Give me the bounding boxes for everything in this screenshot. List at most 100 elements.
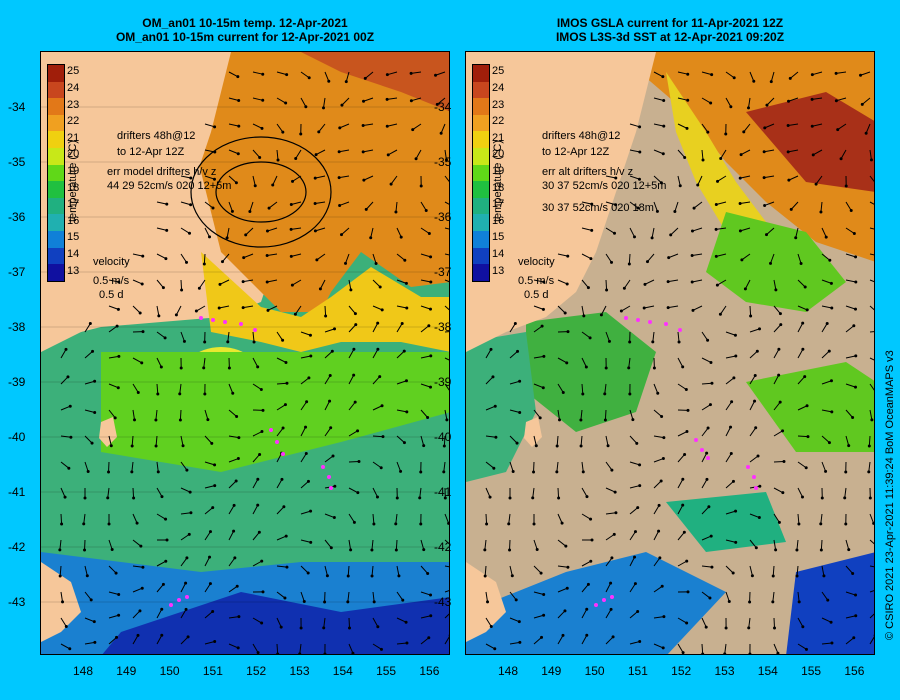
current-vector [653,505,660,515]
current-vector-head [306,571,310,575]
current-vector [605,582,612,593]
current-vector [605,227,615,234]
current-vector [869,613,874,619]
current-vector [444,636,449,645]
current-vector-head [138,311,142,315]
current-vector-head [794,236,798,240]
current-vector [252,643,259,653]
y-tick-label: -41 [434,485,452,499]
current-vector [749,375,756,385]
current-vector-head [538,416,542,420]
current-vector-head [113,416,117,420]
current-vector-head [106,496,110,500]
current-vector [243,305,254,309]
current-vector-head [508,548,512,552]
current-vector [773,305,781,314]
current-vector [869,636,874,645]
current-vector [692,279,703,283]
current-vector-head [607,339,611,343]
right-current-vectors [483,71,874,654]
current-vector [300,71,310,79]
x-tick-label: 149 [541,664,562,678]
left-map-panel[interactable]: 25 24 23 22 21 20 19 18 17 16 15 14 13 temperature (… [40,51,450,655]
current-vector-head [353,312,357,316]
current-vector-head [636,206,640,210]
current-vector [315,201,326,204]
current-vector [339,123,350,129]
current-vector [267,227,278,232]
current-vector-head [763,203,767,207]
colorbar-swatch [473,131,489,149]
current-vector-head [715,283,719,287]
current-vector [725,97,732,107]
current-vector-head [256,477,260,481]
current-vector [324,350,333,359]
current-vector [84,617,95,623]
current-vector [748,97,751,108]
current-vector [845,565,854,574]
current-vector-head [758,327,762,331]
current-vector [533,435,537,446]
current-vector-head [752,79,756,83]
current-vector-head [660,414,664,418]
current-vector [132,635,139,645]
current-vector [653,435,664,439]
current-vector [845,253,856,258]
current-vector [204,201,214,209]
current-vector [348,513,355,523]
current-vector [701,404,711,411]
current-vector-head [139,544,143,548]
current-vector-head [773,626,777,630]
current-vector-head [185,260,189,264]
current-vector-head [589,559,593,563]
current-vector [300,355,311,359]
current-vector-head [810,73,814,77]
left-map-title: OM_an01 10-15m temp. 12-Apr-2021 OM_an01… [40,16,450,44]
current-vector-head [235,414,239,418]
colorbar-swatch [48,81,64,99]
current-vector-head [810,97,814,101]
current-vector-head [585,495,589,499]
current-vector [869,305,874,311]
current-vector-head [797,600,801,604]
current-vector [629,201,639,209]
current-vector [252,149,261,158]
current-vector-head [165,228,169,232]
current-vector [533,383,544,389]
current-vector-head [298,652,302,654]
current-vector [323,97,326,108]
current-vector-head [532,470,536,474]
current-vector-head [429,255,433,259]
current-vector [345,71,350,82]
current-vector-head [225,236,229,240]
current-vector-head [218,282,222,286]
right-map-title: IMOS GSLA current for 11-Apr-2021 12Z IM… [465,16,875,44]
current-vector [557,305,566,314]
current-vector-head [203,392,207,396]
current-vector-head [747,626,751,630]
current-vector [84,323,91,333]
right-map-panel[interactable]: 25 24 23 22 21 20 19 18 17 16 15 14 13 temperature (… [465,51,875,655]
current-vector [180,435,184,446]
current-vector [581,584,589,593]
current-vector-head [237,124,241,128]
current-vector [291,201,302,205]
colorbar-tick-label: 15 [492,231,505,244]
current-vector-head [361,124,365,128]
current-vector-head [181,444,185,448]
current-vector-head [804,647,808,651]
right-velocity-time: 0.5 d [524,289,549,301]
current-vector-head [234,181,238,185]
current-vector-head [854,354,858,358]
current-vector [300,510,311,515]
current-vector-head [801,625,805,629]
current-vector [580,435,583,447]
current-vector-head [776,651,780,654]
current-vector [228,505,235,515]
current-vector-head [658,556,662,560]
current-vector [324,455,334,463]
current-vector [276,382,288,385]
current-vector [348,460,360,463]
current-vector-head [820,496,824,500]
current-vector-head [750,574,754,578]
